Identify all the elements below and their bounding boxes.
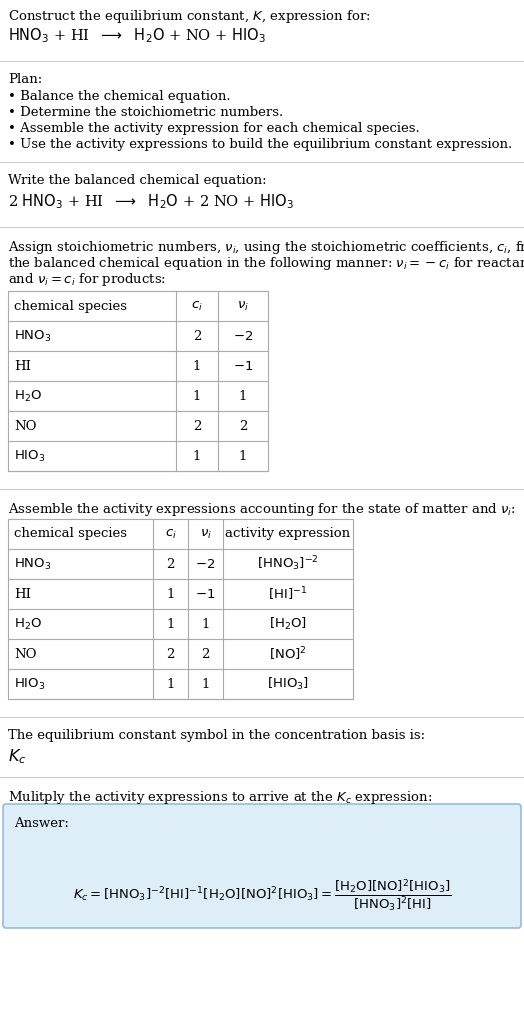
- Bar: [8, 519, 353, 699]
- Text: Assemble the activity expressions accounting for the state of matter and $\nu_i$: Assemble the activity expressions accoun…: [8, 501, 516, 518]
- Text: 2: 2: [193, 330, 201, 342]
- Text: 2 $\mathrm{HNO_3}$ + HI  $\longrightarrow$  $\mathrm{H_2O}$ + 2 NO + $\mathrm{HI: 2 $\mathrm{HNO_3}$ + HI $\longrightarrow…: [8, 192, 294, 211]
- Text: 2: 2: [166, 557, 174, 570]
- Text: $\mathrm{H_2O}$: $\mathrm{H_2O}$: [14, 389, 42, 404]
- Text: chemical species: chemical species: [14, 528, 127, 541]
- Text: $\mathrm{H_2O}$: $\mathrm{H_2O}$: [14, 616, 42, 631]
- Text: 1: 1: [166, 617, 174, 630]
- Text: 1: 1: [239, 390, 247, 403]
- Text: 2: 2: [166, 648, 174, 661]
- Text: $\mathrm{HNO_3}$ + HI  $\longrightarrow$  $\mathrm{H_2O}$ + NO + $\mathrm{HIO_3}: $\mathrm{HNO_3}$ + HI $\longrightarrow$ …: [8, 26, 266, 45]
- Text: 1: 1: [166, 677, 174, 690]
- Text: Mulitply the activity expressions to arrive at the $K_c$ expression:: Mulitply the activity expressions to arr…: [8, 789, 432, 806]
- Text: $\mathrm{HIO_3}$: $\mathrm{HIO_3}$: [14, 449, 46, 464]
- Text: $\mathrm{HNO_3}$: $\mathrm{HNO_3}$: [14, 556, 51, 571]
- Text: Write the balanced chemical equation:: Write the balanced chemical equation:: [8, 174, 267, 187]
- Text: 2: 2: [201, 648, 210, 661]
- Text: 1: 1: [239, 450, 247, 463]
- Text: $[\mathrm{H_2O}]$: $[\mathrm{H_2O}]$: [269, 616, 307, 632]
- Text: 1: 1: [166, 588, 174, 601]
- Text: $c_i$: $c_i$: [165, 528, 177, 541]
- Text: 1: 1: [193, 450, 201, 463]
- Text: $K_c$: $K_c$: [8, 747, 26, 765]
- Text: $\mathrm{HIO_3}$: $\mathrm{HIO_3}$: [14, 676, 46, 691]
- Text: activity expression: activity expression: [225, 528, 351, 541]
- Text: 2: 2: [239, 419, 247, 432]
- Text: and $\nu_i = c_i$ for products:: and $\nu_i = c_i$ for products:: [8, 271, 166, 288]
- Text: chemical species: chemical species: [14, 299, 127, 313]
- Text: $K_c = [\mathrm{HNO_3}]^{-2}[\mathrm{HI}]^{-1}[\mathrm{H_2O}][\mathrm{NO}]^2[\ma: $K_c = [\mathrm{HNO_3}]^{-2}[\mathrm{HI}…: [73, 878, 451, 915]
- Text: the balanced chemical equation in the following manner: $\nu_i = -c_i$ for react: the balanced chemical equation in the fo…: [8, 255, 524, 272]
- Text: $[\mathrm{HI}]^{-1}$: $[\mathrm{HI}]^{-1}$: [268, 586, 308, 603]
- Text: 1: 1: [201, 617, 210, 630]
- Bar: [8, 291, 268, 471]
- Text: $[\mathrm{NO}]^2$: $[\mathrm{NO}]^2$: [269, 646, 307, 663]
- Text: NO: NO: [14, 648, 37, 661]
- Text: • Balance the chemical equation.: • Balance the chemical equation.: [8, 90, 231, 103]
- Text: $c_i$: $c_i$: [191, 299, 203, 313]
- Text: $-1$: $-1$: [233, 359, 253, 373]
- Text: Plan:: Plan:: [8, 73, 42, 86]
- Text: 1: 1: [193, 390, 201, 403]
- Text: NO: NO: [14, 419, 37, 432]
- Text: • Use the activity expressions to build the equilibrium constant expression.: • Use the activity expressions to build …: [8, 138, 512, 151]
- Text: $[\mathrm{HIO_3}]$: $[\mathrm{HIO_3}]$: [267, 676, 309, 692]
- Text: HI: HI: [14, 359, 31, 373]
- Text: 2: 2: [193, 419, 201, 432]
- Text: $-2$: $-2$: [233, 330, 253, 342]
- Text: Answer:: Answer:: [14, 817, 69, 830]
- Text: 1: 1: [201, 677, 210, 690]
- Text: HI: HI: [14, 588, 31, 601]
- Text: $\nu_i$: $\nu_i$: [200, 528, 212, 541]
- Text: Construct the equilibrium constant, $K$, expression for:: Construct the equilibrium constant, $K$,…: [8, 8, 370, 25]
- Text: The equilibrium constant symbol in the concentration basis is:: The equilibrium constant symbol in the c…: [8, 729, 425, 742]
- Text: 1: 1: [193, 359, 201, 373]
- Text: $\nu_i$: $\nu_i$: [237, 299, 249, 313]
- Text: • Assemble the activity expression for each chemical species.: • Assemble the activity expression for e…: [8, 122, 420, 135]
- Text: $-1$: $-1$: [195, 588, 216, 601]
- Text: • Determine the stoichiometric numbers.: • Determine the stoichiometric numbers.: [8, 106, 283, 119]
- Text: $-2$: $-2$: [195, 557, 215, 570]
- FancyBboxPatch shape: [3, 804, 521, 928]
- Text: $[\mathrm{HNO_3}]^{-2}$: $[\mathrm{HNO_3}]^{-2}$: [257, 554, 319, 573]
- Text: $\mathrm{HNO_3}$: $\mathrm{HNO_3}$: [14, 329, 51, 343]
- Text: Assign stoichiometric numbers, $\nu_i$, using the stoichiometric coefficients, $: Assign stoichiometric numbers, $\nu_i$, …: [8, 239, 524, 256]
